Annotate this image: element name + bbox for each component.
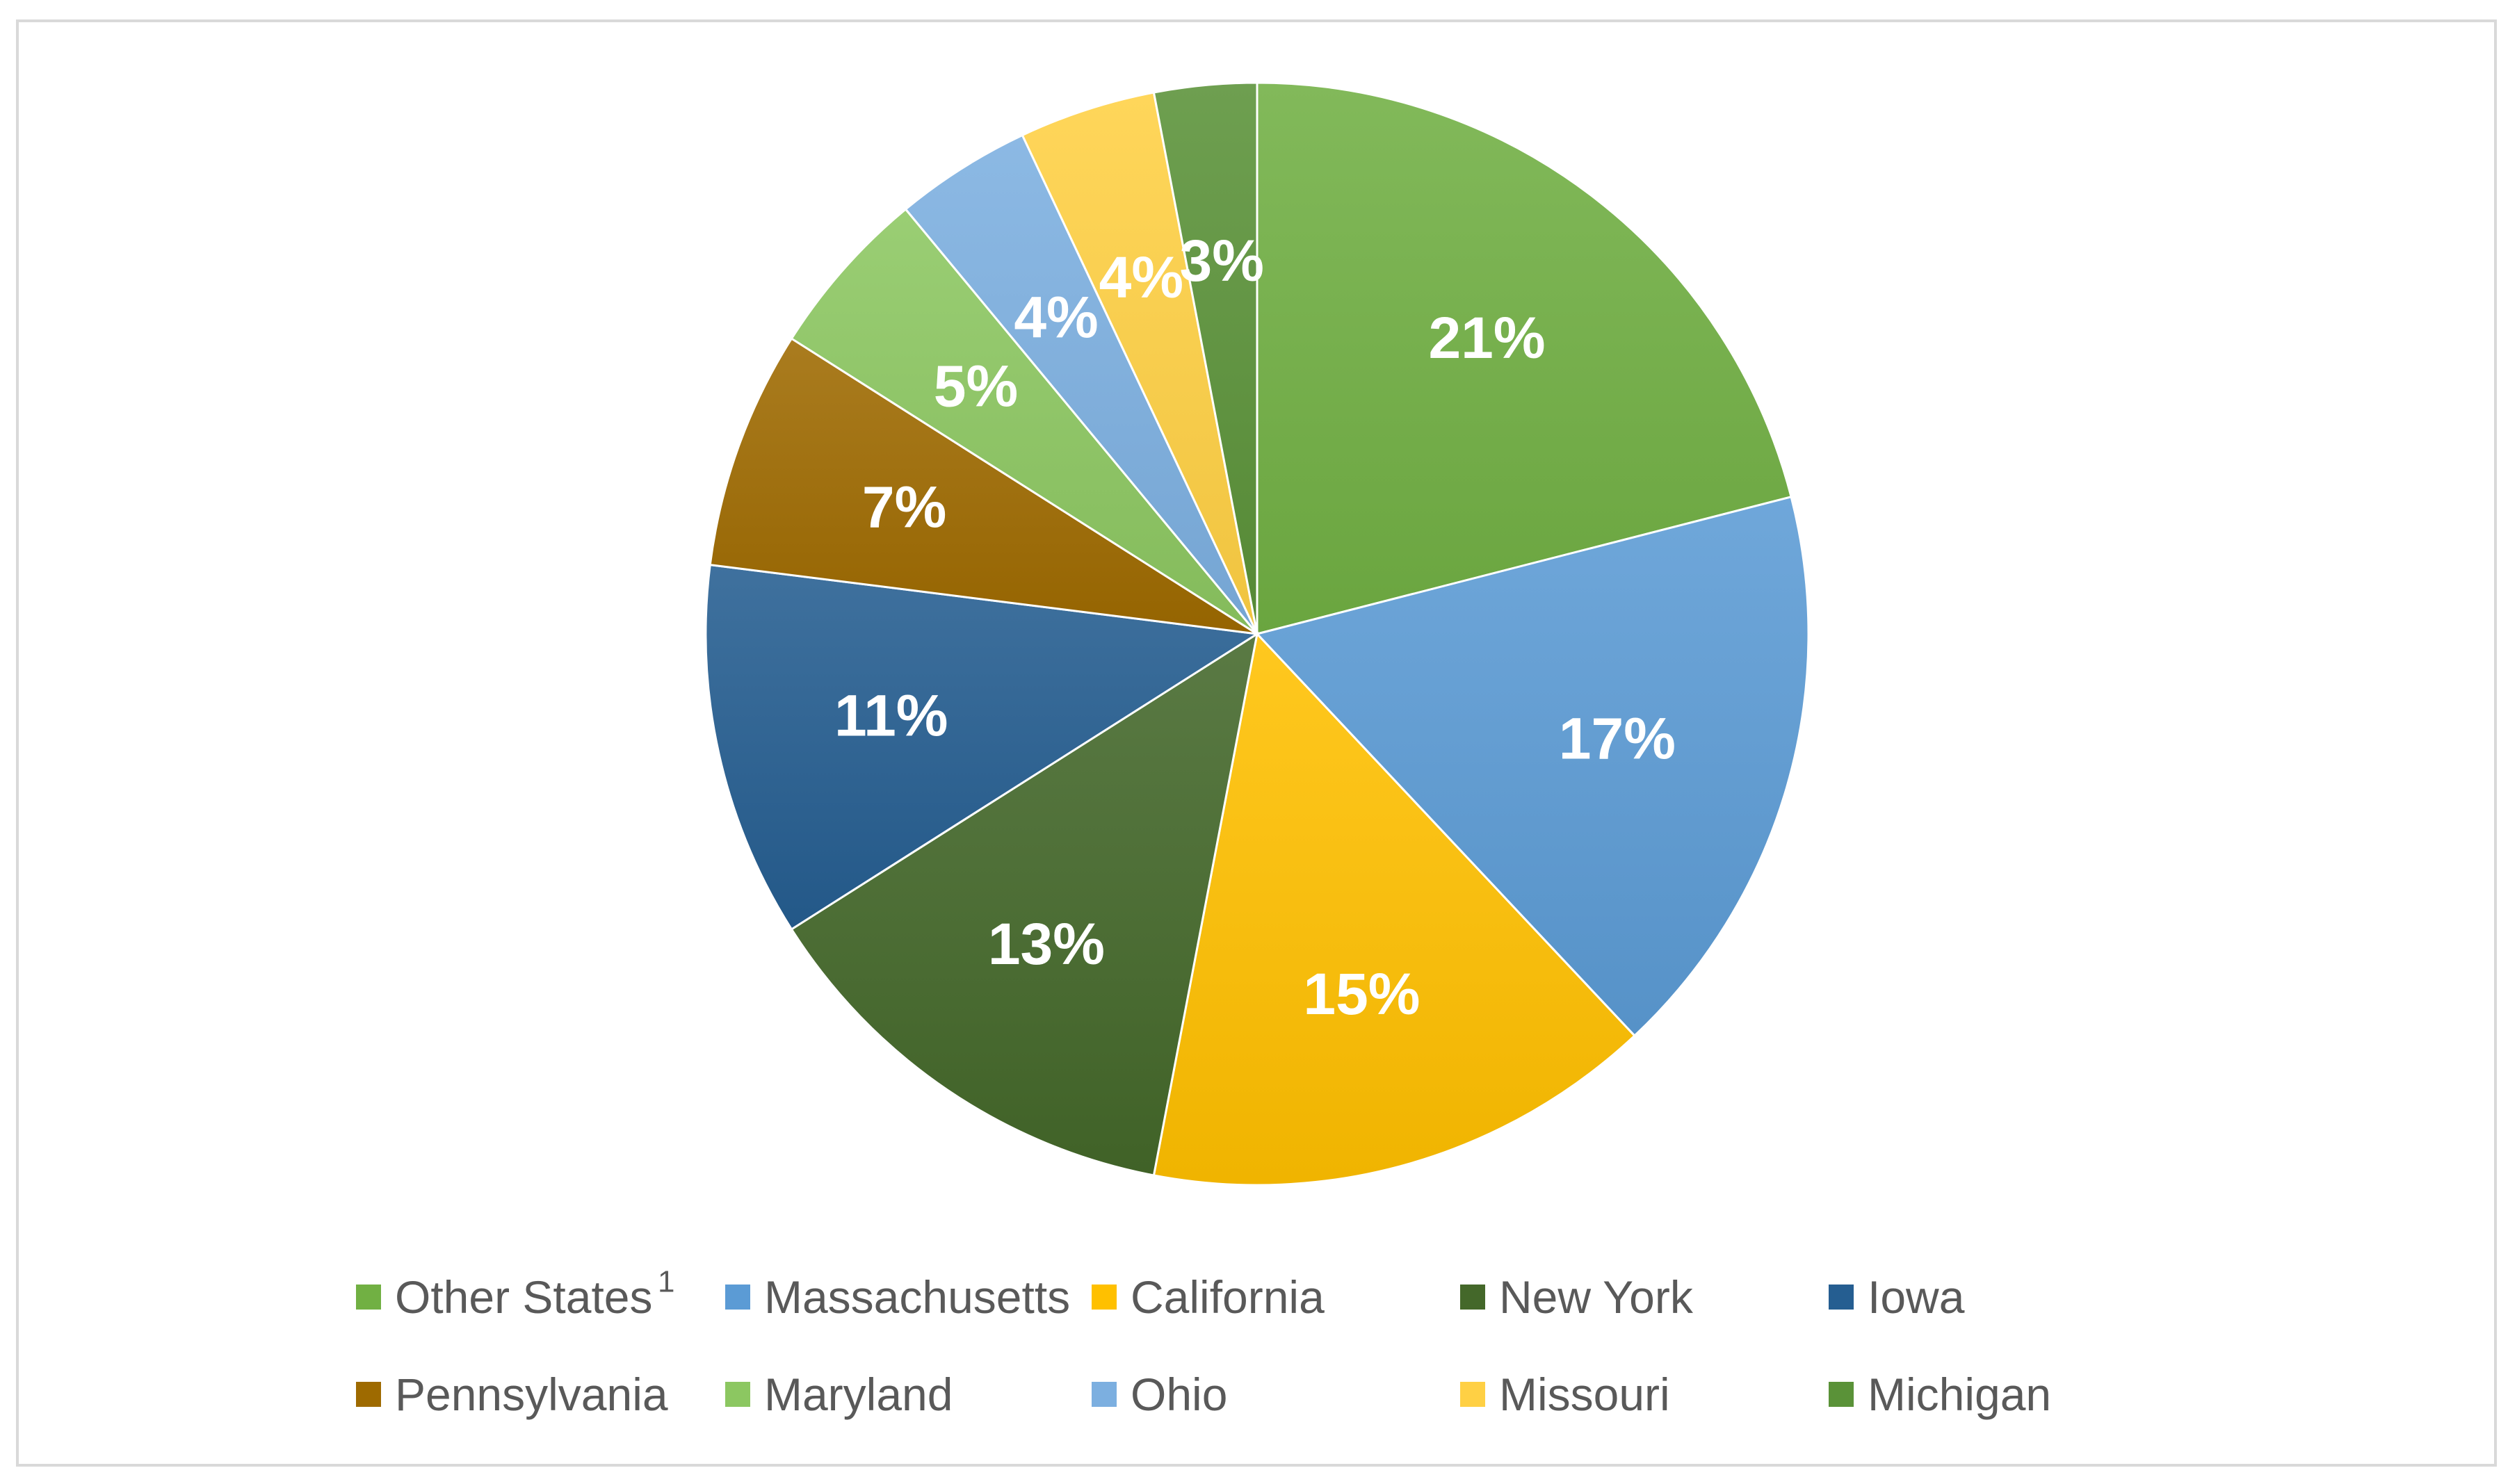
legend-swatch <box>1460 1285 1485 1310</box>
pie-slice-new-york <box>790 631 1259 1177</box>
data-label-new-york: 13% <box>988 911 1105 977</box>
pie-slice-maryland <box>790 207 1258 635</box>
legend-label: Michigan <box>1868 1369 2051 1420</box>
legend-swatch <box>356 1382 381 1407</box>
legend-item-pennsylvania: Pennsylvania <box>356 1369 668 1420</box>
pie-slice-other-states <box>1256 81 1792 635</box>
legend-swatch <box>1829 1285 1854 1310</box>
data-label-massachusetts: 17% <box>1559 706 1676 771</box>
legend-item-ohio: Ohio <box>1092 1369 1227 1420</box>
legend-swatch <box>1092 1285 1117 1310</box>
pie-slice-iowa <box>704 563 1261 931</box>
data-label-other-states: 21% <box>1428 305 1545 370</box>
legend-item-iowa: Iowa <box>1829 1271 1965 1323</box>
legend: Other States 1 Massachusetts California New … <box>356 1265 2051 1420</box>
pie-slice-california <box>1152 631 1636 1187</box>
legend-label: Maryland <box>764 1369 953 1420</box>
data-label-california: 15% <box>1303 961 1420 1027</box>
data-label-iowa: 11% <box>834 683 948 749</box>
legend-item-missouri: Missouri <box>1460 1369 1670 1420</box>
legend-swatch <box>1829 1382 1854 1407</box>
data-label-michigan: 3% <box>1180 228 1264 293</box>
legend-label: Pennsylvania <box>395 1369 668 1420</box>
legend-item-california: California <box>1092 1271 1325 1323</box>
pie-slice-missouri <box>1021 91 1258 635</box>
legend-label: California <box>1131 1271 1325 1323</box>
pie-slices <box>704 81 1810 1187</box>
legend-label: Massachusetts <box>764 1271 1070 1323</box>
legend-swatch <box>356 1285 381 1310</box>
legend-item-michigan: Michigan <box>1829 1369 2051 1420</box>
legend-label: Iowa <box>1868 1271 1965 1323</box>
legend-label: Ohio <box>1131 1369 1227 1420</box>
legend-item-other-states: Other States 1 <box>356 1265 674 1323</box>
data-label-missouri: 4% <box>1099 245 1183 310</box>
data-label-maryland: 5% <box>934 353 1018 418</box>
data-label-ohio: 4% <box>1014 285 1098 350</box>
data-label-pennsylvania: 7% <box>862 474 946 539</box>
legend-swatch <box>1092 1382 1117 1407</box>
pie-slice-ohio <box>904 133 1258 635</box>
legend-label: New York <box>1499 1271 1694 1323</box>
pie-slice-massachusetts <box>1255 495 1810 1038</box>
pie-slice-michigan <box>1152 81 1258 635</box>
legend-label: Other States <box>395 1271 653 1323</box>
legend-swatch <box>725 1285 750 1310</box>
legend-swatch <box>725 1382 750 1407</box>
legend-swatch <box>1460 1382 1485 1407</box>
legend-footnote-marker: 1 <box>658 1265 674 1299</box>
legend-label: Missouri <box>1499 1369 1670 1420</box>
legend-item-new-york: New York <box>1460 1271 1694 1323</box>
legend-item-maryland: Maryland <box>725 1369 953 1420</box>
slice-labels: 21%17%15%13%11%7%5%4%4%3% <box>834 228 1676 1027</box>
pie-slice-pennsylvania <box>709 337 1258 635</box>
legend-item-massachusetts: Massachusetts <box>725 1271 1070 1323</box>
